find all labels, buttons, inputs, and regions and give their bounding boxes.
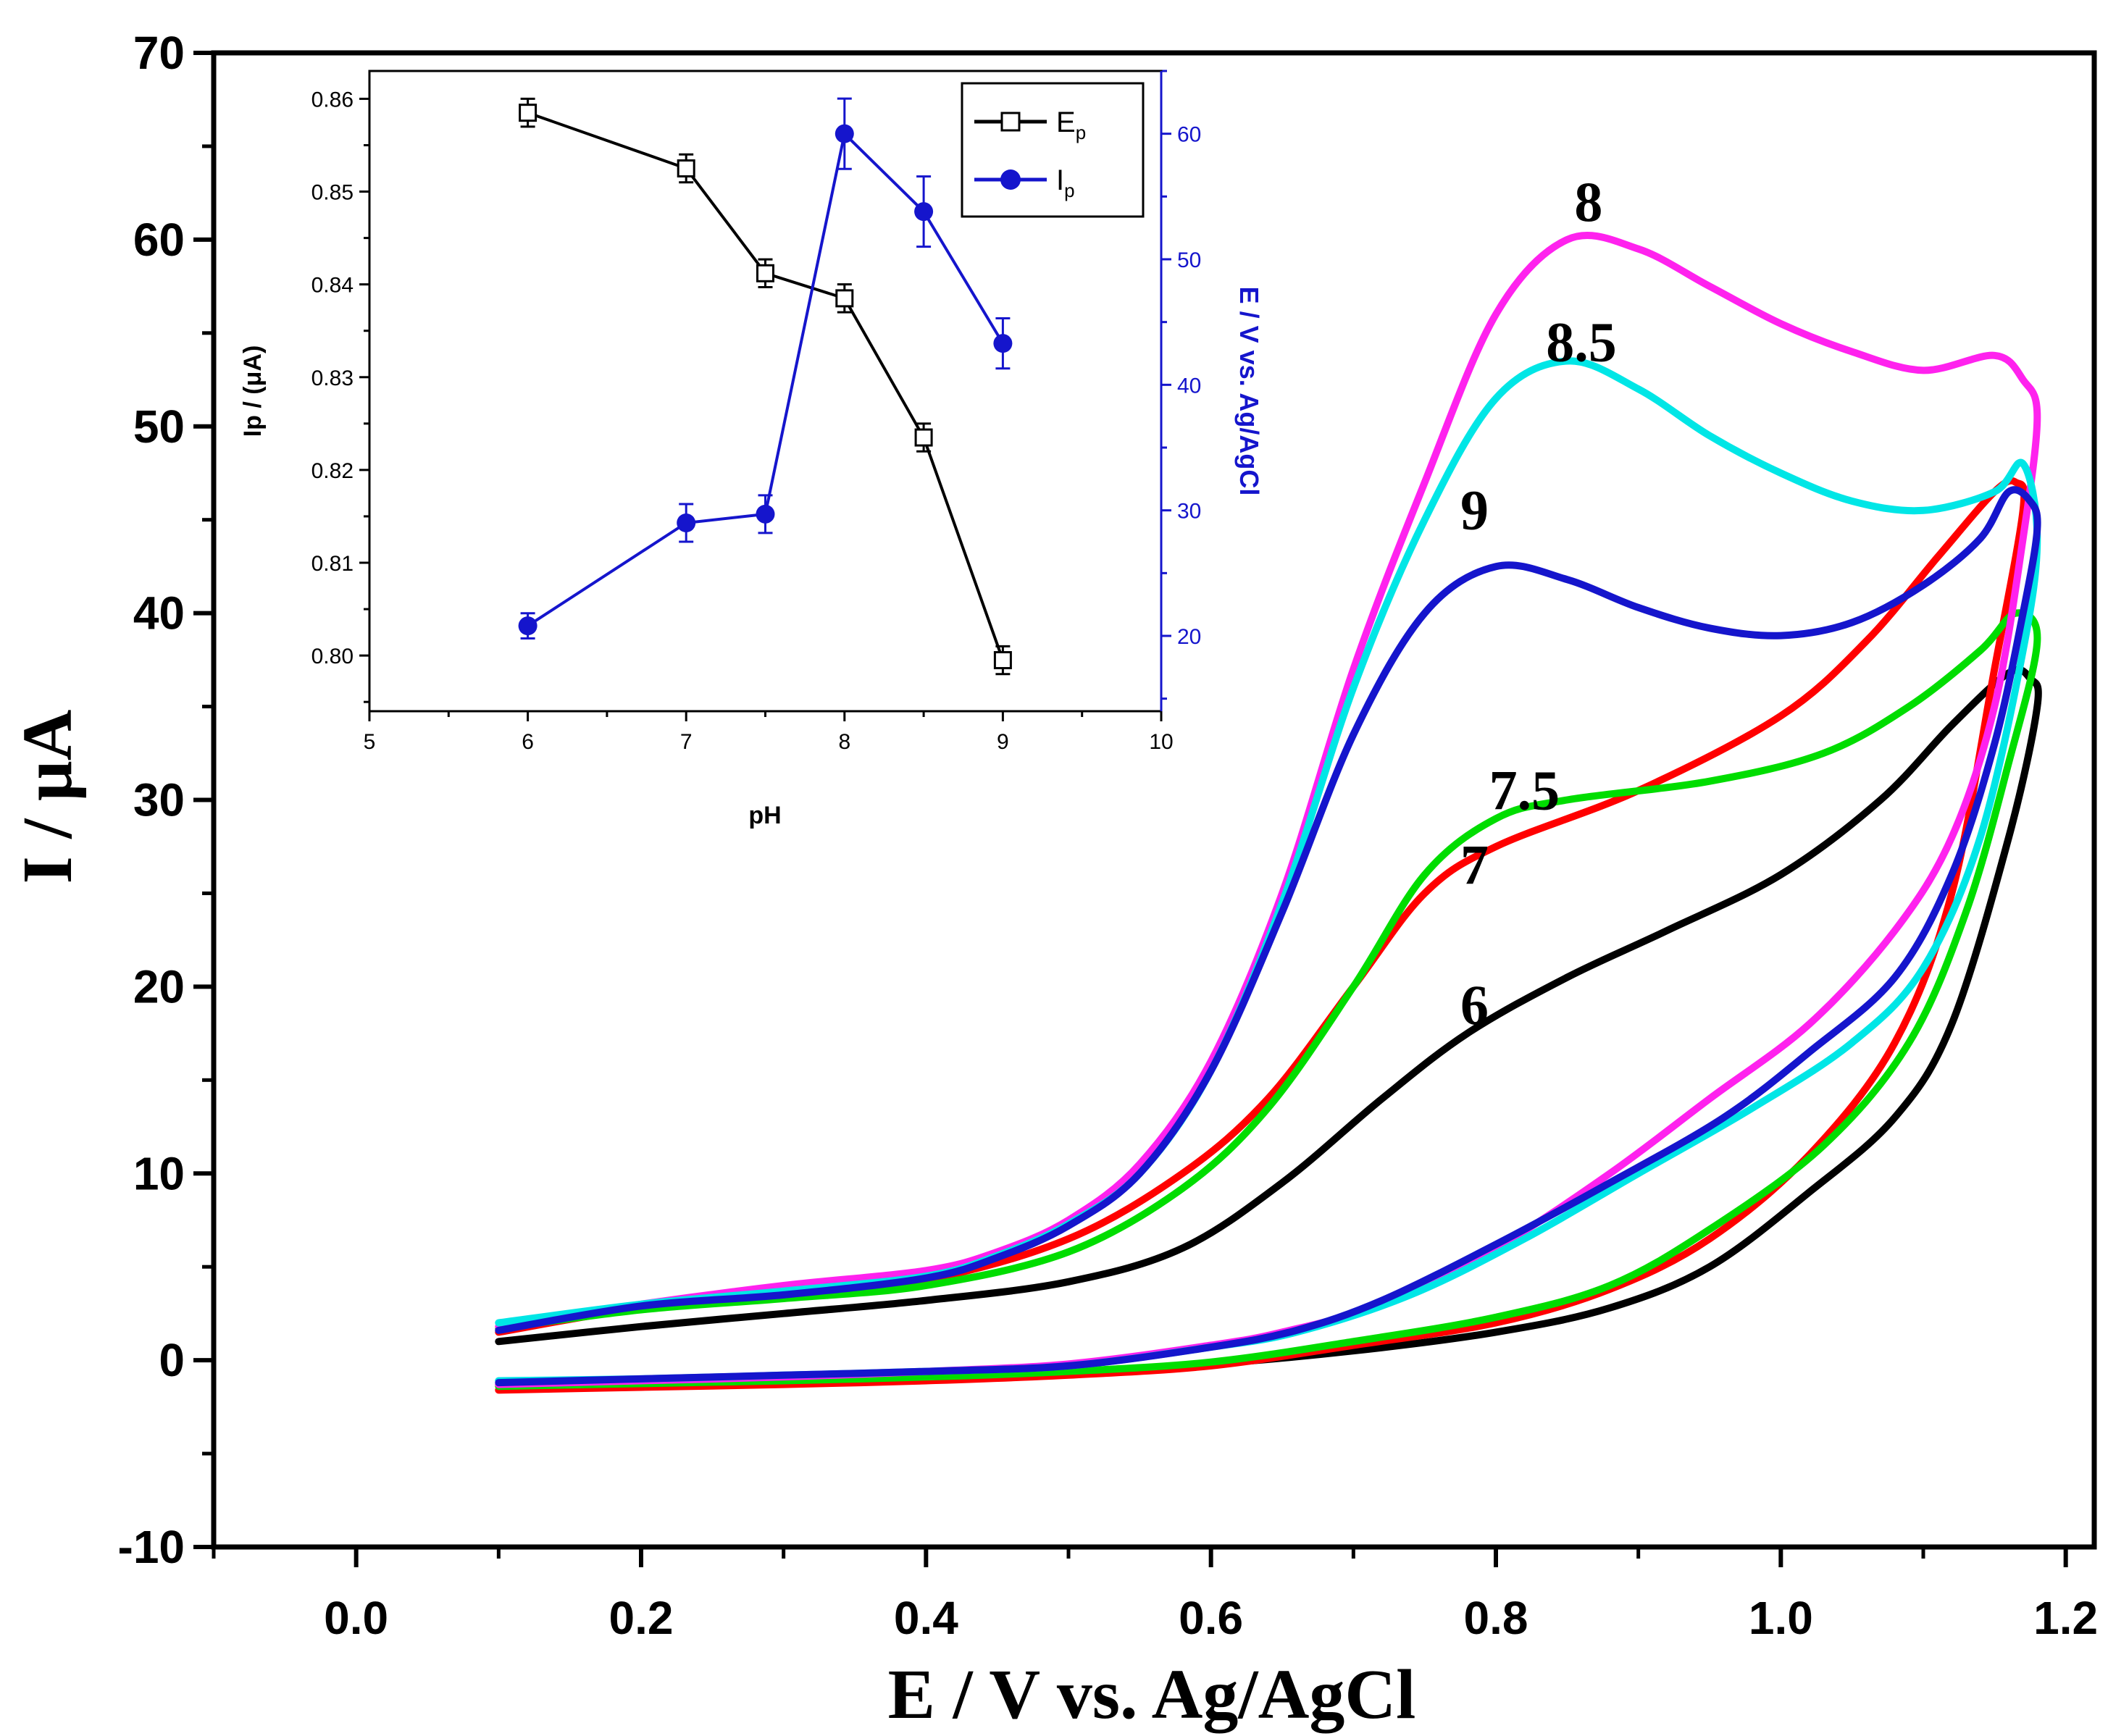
inset-point-ep: [677, 159, 695, 178]
legend-ip-label: Ip: [1056, 164, 1075, 201]
inset-y-tick-label: 0.86: [311, 88, 354, 112]
inset-x-axis-title: pH: [748, 802, 781, 829]
legend-box: [961, 82, 1145, 218]
inset-series: [518, 97, 1013, 676]
y-tick-label: 20: [133, 960, 185, 1012]
main-axis-ticks: 0.0 0.2 0.4 0.6 0.8 1.0 1.2 -10 0 10 20 30 40 50 60 70: [118, 27, 2099, 1644]
y-tick-label: 70: [133, 27, 185, 79]
legend-ip-marker: [1000, 169, 1021, 190]
inset-y-axis-title: Ip / (μA): [239, 345, 267, 437]
legend-item-ep: Ep: [974, 106, 1086, 143]
inset-point-ip: [677, 513, 696, 532]
legend-ep-label: Ep: [1056, 106, 1086, 143]
curve-label-7: 7: [1460, 834, 1489, 897]
inset-x-tick-label: 7: [680, 730, 693, 754]
legend-ep-marker: [1000, 112, 1021, 132]
y-tick-label: 30: [133, 774, 185, 826]
curve-label-8: 8: [1574, 170, 1602, 233]
main-y-axis-title: I / μA: [9, 709, 87, 884]
cv-curve-ph-7-5: [495, 609, 2041, 1391]
inset-line-ep: [527, 111, 1005, 661]
curve-label-6: 6: [1460, 973, 1489, 1036]
inset-line-ip: [527, 130, 1005, 627]
cv-curve-ph-9: [495, 486, 2041, 1387]
inset-point-ep: [756, 264, 774, 282]
y-tick-label: 0: [159, 1334, 185, 1386]
curve-label-9: 9: [1460, 479, 1489, 542]
inset-y2-tick-label: 50: [1177, 248, 1201, 272]
inset-y2-tick-label: 20: [1177, 625, 1201, 649]
main-chart: 0.0 0.2 0.4 0.6 0.8 1.0 1.2-10010203040506070 …: [9, 27, 2098, 1734]
inset-y-tick-label: 0.83: [311, 366, 354, 390]
y-tick-label: 10: [133, 1147, 185, 1199]
curve-label-7-5: 7.5: [1489, 758, 1560, 821]
x-tick-label: 0.4: [894, 1592, 958, 1644]
inset-point-ep: [835, 289, 854, 308]
inset-point-ep: [519, 104, 538, 122]
inset-y-tick-label: 0.81: [311, 552, 354, 576]
inset-y-tick-label: 0.80: [311, 645, 354, 668]
x-tick-label: 0.6: [1179, 1592, 1243, 1644]
y-tick-label: 50: [133, 401, 185, 453]
inset-point-ip: [756, 504, 775, 524]
x-tick-label: 0.0: [324, 1592, 388, 1644]
inset-y-tick-label: 0.82: [311, 459, 354, 483]
inset-y2-tick-label: 60: [1177, 123, 1201, 147]
x-tick-label: 1.2: [2033, 1592, 2098, 1644]
inset-chart: 5 6 7 8 9 10 0.80 0.81 0.82 0.83 0.84 0.85 0.86 20 30 4…: [217, 56, 1264, 853]
x-tick-label: 0.2: [609, 1592, 674, 1644]
inset-point-ip: [914, 202, 934, 222]
inset-legend: Ep Ip: [961, 82, 1145, 218]
inset-point-ip: [993, 334, 1013, 353]
inset-y2-axis-title: E / V vs. Ag/AgCl: [1234, 287, 1264, 496]
inset-y2-tick-label: 30: [1177, 500, 1201, 524]
inset-y-tick-label: 0.84: [311, 274, 354, 298]
inset-x-tick-label: 10: [1149, 730, 1173, 754]
inset-y-tick-label: 0.85: [311, 181, 354, 205]
x-tick-label: 1.0: [1749, 1592, 1813, 1644]
main-x-axis-title: E / V vs. Ag/AgCl: [888, 1656, 1416, 1734]
inset-point-ip: [518, 616, 538, 636]
inset-x-tick-label: 8: [838, 730, 850, 754]
inset-point-ep: [914, 428, 933, 447]
inset-point-ep: [993, 651, 1012, 670]
curve-label-8-5: 8.5: [1546, 310, 1617, 373]
inset-x-tick-label: 6: [522, 730, 534, 754]
x-tick-label: 0.8: [1464, 1592, 1528, 1644]
y-tick-label: 40: [133, 587, 185, 640]
inset-point-ip: [835, 124, 854, 143]
main-curves: [495, 231, 2042, 1394]
curve-annotations: 8 8.5 9 7.57 6: [1460, 170, 1617, 1036]
y-tick-label: 60: [133, 214, 185, 266]
inset-x-tick-label: 5: [364, 730, 376, 754]
legend-item-ip: Ip: [974, 164, 1075, 201]
inset-x-tick-label: 9: [997, 730, 1009, 754]
y-tick-label: -10: [118, 1521, 185, 1573]
inset-y2-tick-label: 40: [1177, 374, 1201, 398]
